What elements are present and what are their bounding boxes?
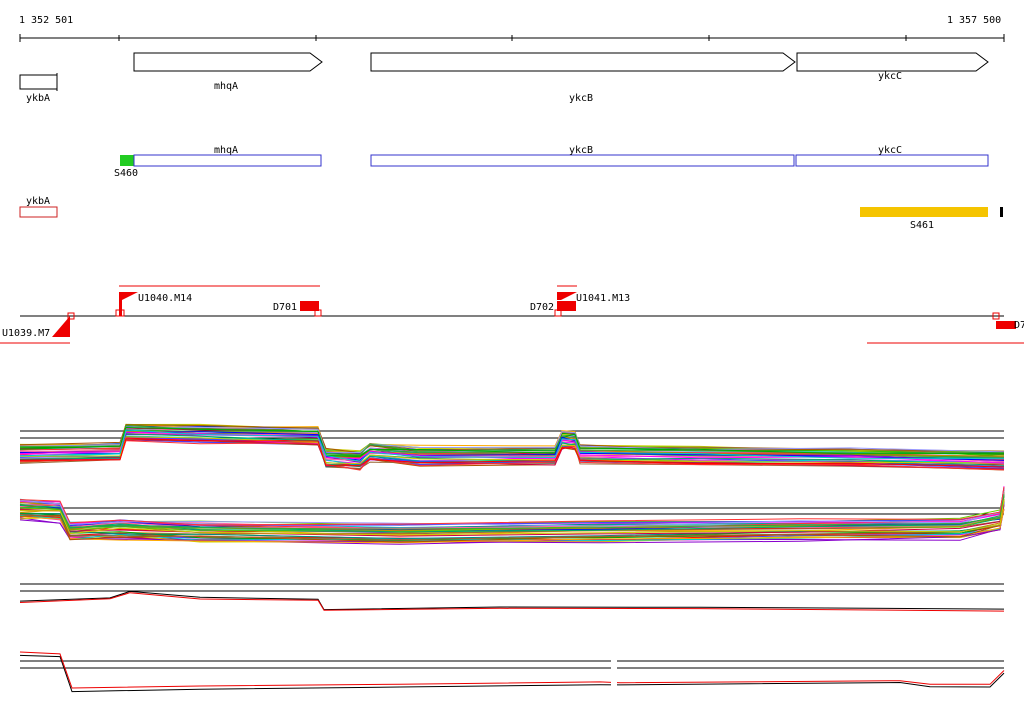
feature-label-D702: D702 (530, 302, 554, 313)
feature-label-D7: D7 (1014, 320, 1024, 331)
expression-line (19, 654, 1005, 693)
data-gap (611, 656, 617, 694)
gene-box-ykcC[interactable] (795, 154, 989, 167)
expression-lines-antisense-all (19, 486, 1005, 545)
expression-panel-sense-all (19, 423, 1005, 471)
feature-label-U1040.M14: U1040.M14 (138, 293, 192, 304)
terminator-D702[interactable] (557, 301, 576, 311)
expression-line (19, 490, 1005, 527)
segment-S461-label: S461 (910, 220, 934, 231)
gene-label-mhqA: mhqA (214, 81, 238, 92)
terminator-D701[interactable] (300, 301, 319, 311)
feature-label-D701: D701 (273, 302, 297, 313)
gene-box-antisense-ykbA[interactable] (19, 206, 58, 218)
expression-lines-antisense-selected (19, 651, 1005, 693)
expression-line (19, 493, 1005, 529)
expression-line (19, 431, 1005, 464)
expression-line (19, 436, 1005, 465)
expression-line (19, 499, 1005, 536)
gene-box-label-ykcB: ykcB (569, 145, 593, 156)
gene-box-ykcB[interactable] (370, 154, 795, 167)
gene-box-label-mhqA: mhqA (214, 145, 238, 156)
expression-panel-sense-selected (19, 583, 1005, 612)
antisense-track: ykbA S461 (19, 196, 1003, 231)
expression-line (19, 486, 1005, 526)
expression-line (19, 590, 1005, 611)
expression-lines-sense-all (19, 423, 1005, 471)
terminator-D7[interactable] (996, 321, 1016, 329)
expression-line (19, 494, 1005, 530)
gene-label-ykcC: ykcC (878, 71, 902, 82)
expression-line (19, 500, 1005, 543)
gene-annotation-track: mhqA ykcB ykcC ykbA (19, 52, 989, 104)
gene-arrow-ykcB[interactable]: ykcB (370, 52, 796, 104)
segment-S461-bar[interactable] (860, 207, 988, 217)
expression-line (19, 651, 1005, 689)
segment-S460-label: S460 (114, 168, 138, 179)
gene-box-label-ykcC: ykcC (878, 145, 902, 156)
expression-line (19, 426, 1005, 458)
expression-line (19, 592, 1005, 612)
ruler-end-label: 1 357 500 (947, 15, 1001, 26)
segment-end-marker (1000, 207, 1003, 217)
ruler-start-label: 1 352 501 (19, 15, 73, 26)
promoter-flag-U1039.M7[interactable] (52, 316, 70, 337)
expression-line (19, 429, 1005, 462)
expression-lines-sense-selected (19, 590, 1005, 612)
expression-panel-antisense-selected (19, 651, 1005, 694)
segment-S460-marker[interactable] (120, 155, 134, 166)
promoter-flag-U1041.M13[interactable] (557, 292, 577, 300)
gene-box-mhqA[interactable] (133, 154, 322, 167)
gene-label-ykcB: ykcB (569, 93, 593, 104)
expression-panel-antisense-all (19, 486, 1005, 545)
feature-track: U1040.M14 D701 D702 U1041.M13 U1039.M7 D… (0, 285, 1024, 344)
expression-line (19, 437, 1005, 468)
expression-line (19, 425, 1005, 456)
gene-arrow-ykcC[interactable]: ykcC (796, 52, 989, 82)
feature-label-U1041.M13: U1041.M13 (576, 293, 630, 304)
expression-line (19, 488, 1005, 527)
coordinate-ruler: 1 352 501 1 357 500 (19, 15, 1005, 42)
promoter-flag-U1040.M14[interactable] (119, 292, 138, 316)
gene-box-ykbA[interactable]: ykbA (19, 73, 58, 104)
feature-label-U1039.M7: U1039.M7 (2, 328, 50, 339)
gene-box-track: S460 mhqA ykcB ykcC (114, 145, 989, 179)
gene-label-ykbA: ykbA (26, 93, 50, 104)
expression-line (19, 440, 1005, 471)
gene-box-label-antisense-ykbA: ykbA (26, 196, 50, 207)
expression-line (19, 489, 1005, 526)
expression-line (19, 501, 1005, 541)
gene-arrow-mhqA[interactable]: mhqA (133, 52, 323, 92)
